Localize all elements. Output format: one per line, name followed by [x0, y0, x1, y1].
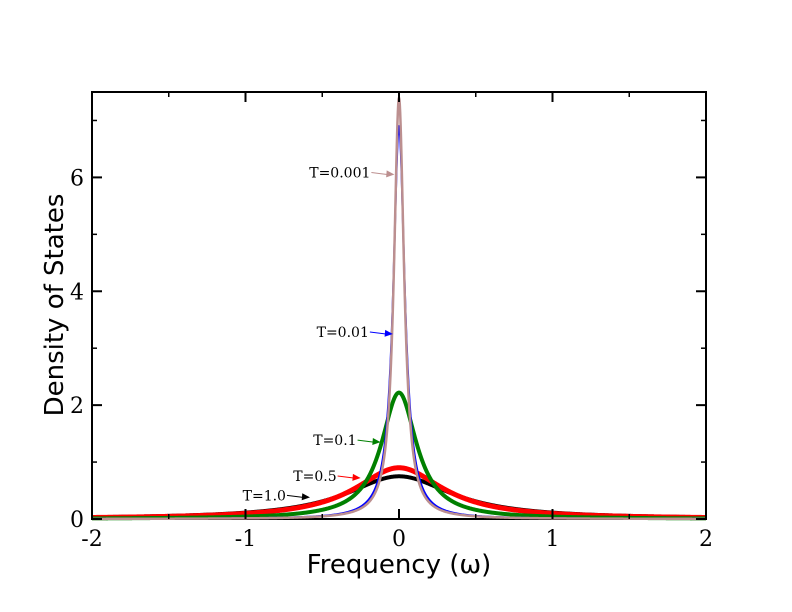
y-tick-label: 4	[70, 280, 84, 305]
annotation-layer: T=1.0 T=0.5 T=0.1 T=0.01 T=0.001	[243, 166, 395, 504]
annotation-arrow-line	[369, 331, 386, 335]
x-tick-label: 1	[546, 527, 560, 552]
x-tick-label: -1	[235, 527, 256, 552]
annotation-arrowhead	[352, 473, 361, 481]
annotation-arrow-line	[371, 172, 388, 176]
x-tick-label: 0	[392, 527, 406, 552]
annotation-arrow-line	[337, 475, 354, 479]
ticks-layer: -2 -1 0 1 2 0 2 4 6	[70, 92, 713, 552]
annotation-label: T=1.0	[243, 488, 286, 504]
annotation-arrow-line	[286, 494, 304, 498]
y-tick-label: 2	[70, 394, 84, 419]
x-tick-label: -2	[81, 527, 102, 552]
x-axis-title: Frequency (ω)	[307, 550, 492, 580]
annotation-label: T=0.5	[293, 469, 336, 485]
annotation-arrowhead	[384, 329, 393, 337]
y-tick-label: 6	[70, 166, 84, 191]
annotation-arrow-line	[357, 439, 374, 443]
annotation-arrowhead	[301, 493, 310, 501]
annotation-label: T=0.1	[313, 433, 356, 449]
annotation-label: T=0.01	[317, 325, 369, 341]
x-tick-label: 2	[699, 527, 713, 552]
annotation-arrowhead	[372, 437, 381, 445]
plot-frame	[91, 91, 707, 520]
annotation-arrowhead	[386, 170, 395, 178]
y-axis-title: Density of States	[40, 194, 70, 417]
annotation-label: T=0.001	[309, 166, 370, 182]
y-tick-label: 0	[70, 508, 84, 533]
